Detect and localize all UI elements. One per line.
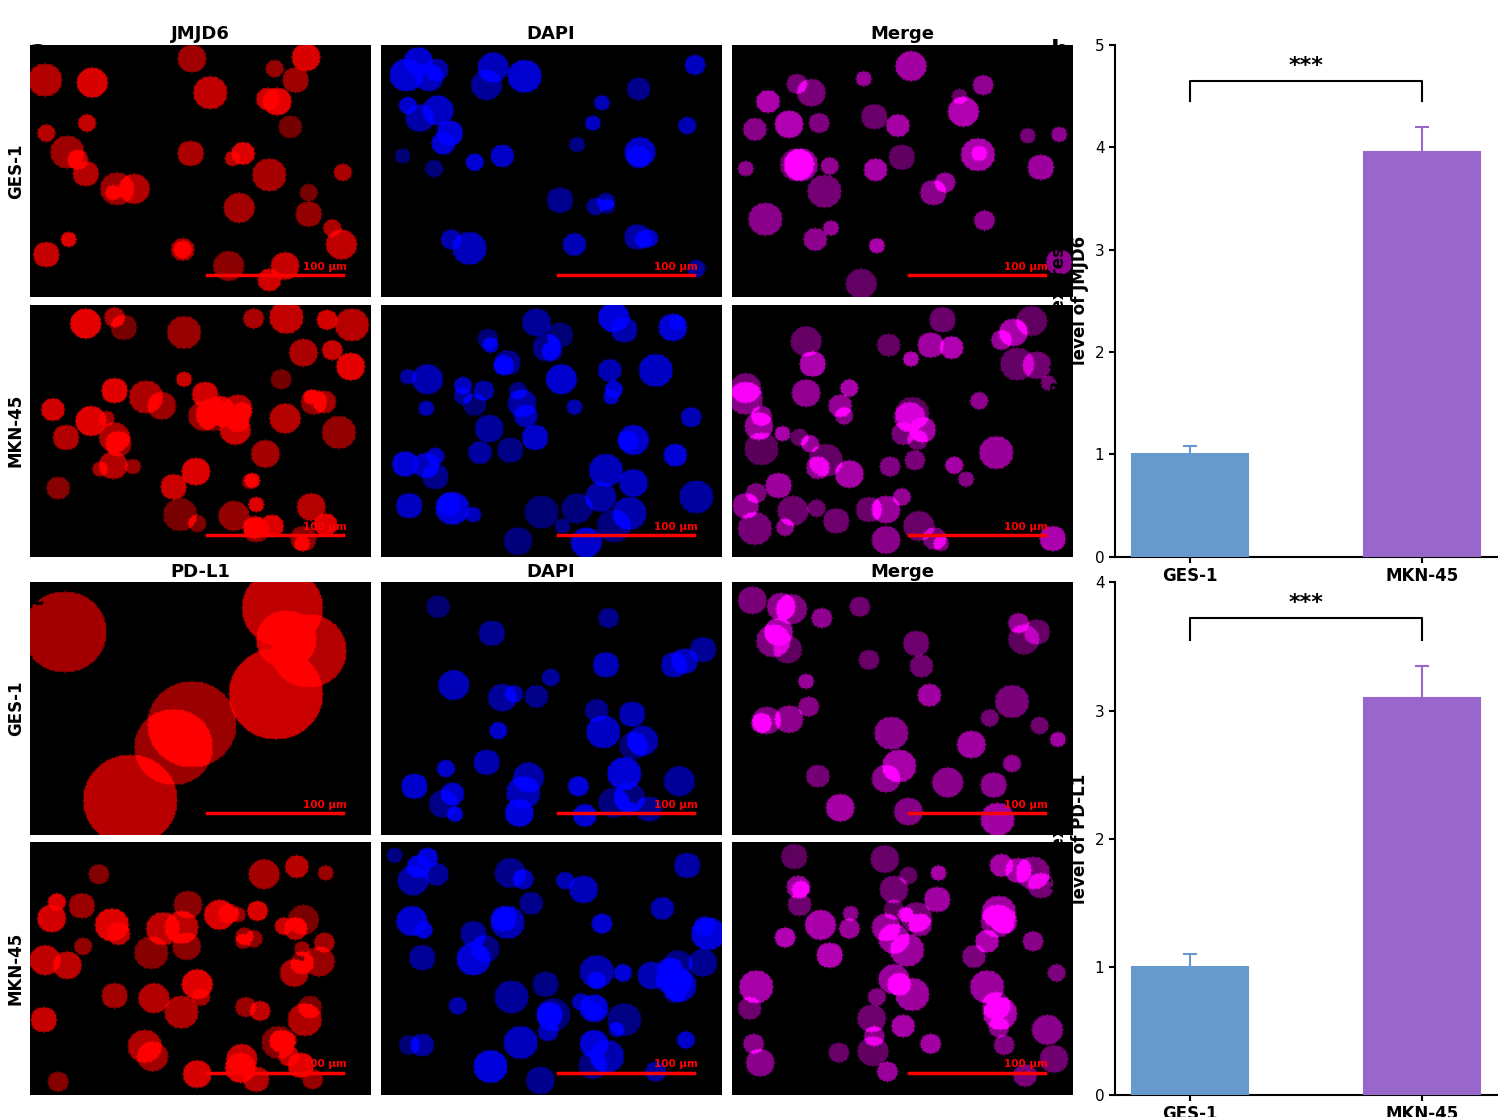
Text: 100 μm: 100 μm xyxy=(1004,800,1048,810)
Title: Merge: Merge xyxy=(869,25,934,44)
Y-axis label: MKN-45: MKN-45 xyxy=(6,932,24,1005)
Text: 100 μm: 100 μm xyxy=(1004,261,1048,271)
Y-axis label: MKN-45: MKN-45 xyxy=(6,394,24,467)
Bar xyxy=(1364,152,1480,557)
Title: Merge: Merge xyxy=(869,563,934,581)
Text: 100 μm: 100 μm xyxy=(653,522,697,532)
Text: ***: *** xyxy=(1288,57,1323,76)
Title: JMJD6: JMJD6 xyxy=(171,25,230,44)
Text: ***: *** xyxy=(1288,593,1323,613)
Bar xyxy=(1132,455,1247,557)
Y-axis label: GES-1: GES-1 xyxy=(6,143,24,199)
Text: 100 μm: 100 μm xyxy=(302,800,346,810)
Text: c: c xyxy=(30,586,45,610)
Title: PD-L1: PD-L1 xyxy=(171,563,230,581)
Y-axis label: Relative expression
level of JMJD6: Relative expression level of JMJD6 xyxy=(1051,209,1089,393)
Text: 100 μm: 100 μm xyxy=(302,522,346,532)
Text: 100 μm: 100 μm xyxy=(653,261,697,271)
Title: DAPI: DAPI xyxy=(526,25,576,44)
Text: 100 μm: 100 μm xyxy=(1004,522,1048,532)
Text: 100 μm: 100 μm xyxy=(1004,1059,1048,1069)
Text: 100 μm: 100 μm xyxy=(653,800,697,810)
Y-axis label: GES-1: GES-1 xyxy=(6,681,24,736)
Bar xyxy=(1132,966,1247,1095)
Title: DAPI: DAPI xyxy=(526,563,576,581)
Text: b: b xyxy=(1051,39,1069,63)
Text: a: a xyxy=(30,39,47,63)
Y-axis label: Relative expression
level of PD-L1: Relative expression level of PD-L1 xyxy=(1051,746,1089,930)
Text: d: d xyxy=(1051,586,1069,610)
Text: 100 μm: 100 μm xyxy=(302,1059,346,1069)
Bar xyxy=(1364,698,1480,1095)
Text: 100 μm: 100 μm xyxy=(653,1059,697,1069)
Text: 100 μm: 100 μm xyxy=(302,261,346,271)
